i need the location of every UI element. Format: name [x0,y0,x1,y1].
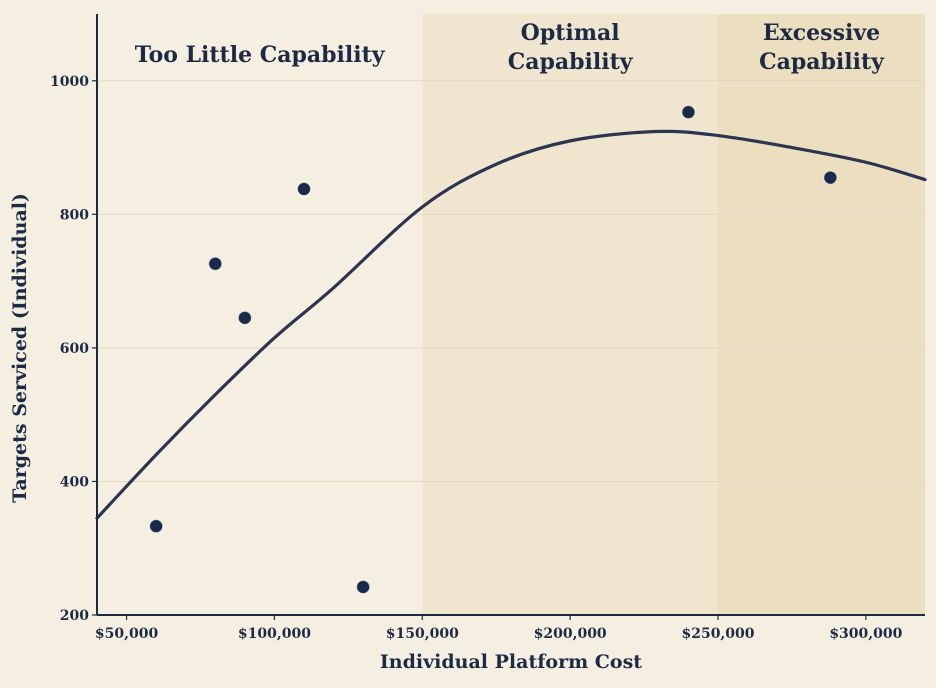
x-axis-ticks: $50,000 $100,000 $150,000 $200,000 $250,000 $… [95,615,903,642]
region-label: Capability [508,49,634,75]
y-tick-label: 200 [60,608,89,624]
region-label: Capability [759,49,885,75]
data-point [149,519,164,534]
x-tick-label: $150,000 [386,626,459,642]
region-1-background [422,14,718,615]
y-tick-label: 400 [60,474,89,490]
axes [96,14,925,616]
data-point [208,256,223,271]
x-axis-title: Individual Platform Cost [380,651,642,673]
y-tick-label: 800 [60,207,89,223]
data-point [681,105,696,120]
y-axis-ticks: 200 400 600 800 1000 [50,74,97,624]
data-point [237,310,252,325]
data-points [149,105,838,594]
y-tick-label: 1000 [50,74,89,90]
x-tick-label: $100,000 [238,626,311,642]
data-point [823,170,838,185]
region-label: Optimal [521,20,620,46]
data-point [356,579,371,594]
region-label: Excessive [763,20,880,46]
gridlines [97,80,925,482]
y-axis-title: Targets Serviced (Individual) [9,193,31,503]
capability-regions [97,14,925,615]
x-tick-label: $200,000 [534,626,607,642]
data-point [297,181,311,196]
region-labels: Too Little Capability Optimal Capability Ex… [135,20,885,75]
x-tick-label: $250,000 [681,626,754,642]
region-0-background [97,14,423,615]
y-tick-label: 600 [60,341,89,357]
x-tick-label: $50,000 [95,626,159,642]
trend-line [95,129,927,520]
x-tick-label: $300,000 [829,626,902,642]
trend-line-group [95,129,927,520]
region-label: Too Little Capability [135,42,386,68]
region-2-background [718,14,925,615]
